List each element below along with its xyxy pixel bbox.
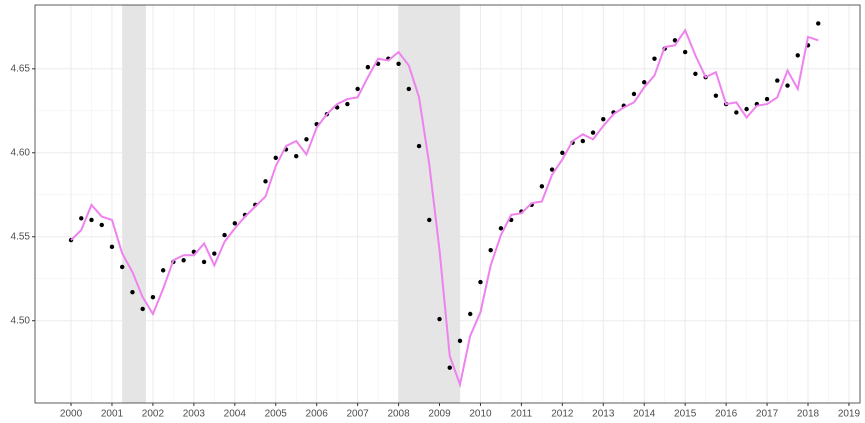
point xyxy=(539,184,545,189)
point xyxy=(682,49,688,55)
point xyxy=(232,221,238,226)
point xyxy=(89,217,94,223)
recession-band xyxy=(398,5,460,403)
point xyxy=(601,116,606,122)
y-tick-label: 4.65 xyxy=(11,63,31,74)
point xyxy=(99,222,104,228)
point xyxy=(672,38,678,43)
x-tick-label: 2010 xyxy=(469,409,492,420)
point xyxy=(181,258,186,263)
point xyxy=(816,21,821,26)
point xyxy=(120,264,125,270)
point xyxy=(109,244,115,250)
point xyxy=(488,247,493,253)
x-tick-label: 2002 xyxy=(142,409,165,420)
x-tick-label: 2006 xyxy=(306,409,329,420)
x-tick-label: 2014 xyxy=(633,409,656,420)
point xyxy=(406,86,412,92)
x-tick-label: 2007 xyxy=(347,409,370,420)
point xyxy=(273,155,278,161)
point xyxy=(365,64,371,70)
point xyxy=(79,216,84,221)
x-tick-label: 2012 xyxy=(551,409,574,420)
point xyxy=(775,78,780,83)
point xyxy=(560,150,565,155)
point xyxy=(734,110,739,115)
x-tick-label: 2005 xyxy=(265,409,288,420)
point xyxy=(437,316,442,322)
x-tick-label: 2017 xyxy=(756,409,779,420)
fitted-line xyxy=(70,28,819,389)
point xyxy=(744,106,749,112)
point xyxy=(416,143,422,149)
x-tick-label: 2013 xyxy=(592,409,615,420)
x-tick-label: 2018 xyxy=(797,409,820,420)
point xyxy=(785,83,790,88)
point xyxy=(355,86,360,92)
x-tick-label: 2000 xyxy=(60,409,83,420)
point xyxy=(693,71,698,77)
point xyxy=(345,101,350,107)
point xyxy=(396,61,401,66)
point xyxy=(457,338,463,344)
x-tick-label: 2019 xyxy=(838,409,861,420)
point xyxy=(160,268,166,273)
point xyxy=(468,311,473,317)
x-tick-label: 2015 xyxy=(674,409,697,420)
point xyxy=(713,93,719,98)
point xyxy=(427,217,432,223)
point xyxy=(580,138,586,144)
point xyxy=(764,96,770,102)
point xyxy=(263,179,268,184)
point xyxy=(498,226,504,231)
x-tick-label: 2016 xyxy=(715,409,738,420)
x-tick-label: 2009 xyxy=(428,409,451,420)
point xyxy=(478,279,483,285)
x-tick-label: 2008 xyxy=(387,409,410,420)
y-tick-label: 4.55 xyxy=(11,231,31,242)
x-tick-label: 2001 xyxy=(101,409,124,420)
point xyxy=(795,53,800,58)
recession-band xyxy=(122,5,146,403)
point xyxy=(140,306,145,312)
point xyxy=(631,91,637,97)
x-tick-label: 2003 xyxy=(183,409,206,420)
point xyxy=(590,130,596,135)
y-tick-label: 4.50 xyxy=(11,315,31,326)
point xyxy=(304,137,309,142)
point xyxy=(294,153,299,159)
x-tick-label: 2011 xyxy=(511,409,533,420)
panel-border xyxy=(34,4,861,404)
x-tick-label: 2004 xyxy=(224,409,247,420)
point xyxy=(222,232,227,238)
point xyxy=(447,365,452,370)
y-tick-label: 4.60 xyxy=(11,147,31,158)
point xyxy=(130,289,135,295)
point xyxy=(201,259,207,265)
point xyxy=(212,251,217,256)
point xyxy=(150,295,156,300)
point xyxy=(652,56,657,61)
point xyxy=(642,80,647,85)
point xyxy=(549,167,555,172)
